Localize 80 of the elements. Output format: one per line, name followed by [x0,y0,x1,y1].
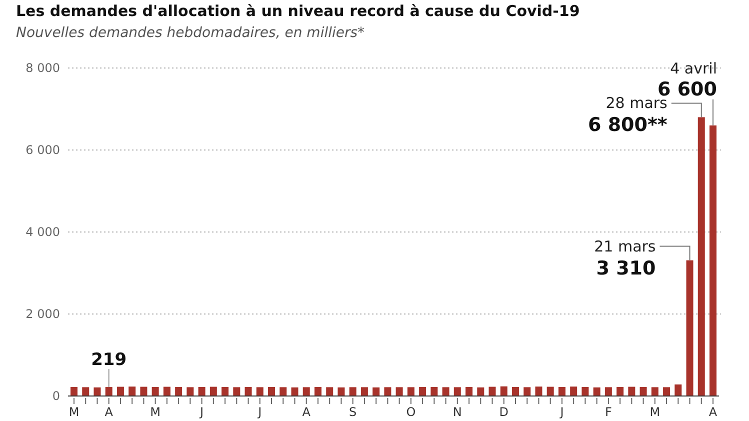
bar [175,386,182,396]
bar [686,260,694,396]
bar [582,386,589,396]
bar [640,386,647,396]
bar [116,386,124,396]
data-label: 21 mars 3 310 [594,237,656,280]
bar [302,387,310,396]
x-tick-label: M [650,405,660,419]
x-tick-label: N [452,405,462,419]
bar [698,117,705,396]
bar [604,387,612,396]
bar [477,387,484,396]
bar [82,387,90,396]
bar [407,387,414,396]
bar [314,386,322,396]
x-tick-label: J [257,405,262,419]
bar [152,386,159,396]
bar [535,386,542,396]
bar [500,386,508,396]
bar [233,387,240,396]
bar [210,386,217,396]
bar [268,386,276,396]
bar [186,387,194,396]
bar [349,387,356,396]
bar [442,387,450,396]
data-label: 219 [91,350,127,370]
bar [558,386,566,396]
x-tick-label: A [708,405,718,419]
x-tick-label: M [68,405,80,419]
y-tick-label: 6 000 [26,143,60,158]
bar [326,387,334,396]
bar [454,387,461,396]
bar [430,386,438,396]
y-tick-label: 4 000 [26,225,60,240]
x-tick-label: J [199,405,204,419]
y-tick-label: 8 000 [26,61,60,76]
bar [70,386,78,396]
bar [256,387,264,396]
bar [280,387,287,396]
bar [524,387,531,396]
bar [570,386,578,396]
chart-subtitle: Nouvelles demandes hebdomadaires, en milliers* [16,25,365,41]
y-tick-label: 0 [52,389,60,404]
bar [198,386,206,396]
chart-title: Les demandes d'allocation à un niveau record à cause du Covid-19 [16,2,580,20]
data-label: 4 avril 6 600 [658,59,717,100]
bar [419,386,426,396]
bar [244,386,252,396]
x-tick-label: J [559,405,564,419]
bar [593,387,600,396]
x-tick-label: D [499,405,508,419]
bar [663,387,670,396]
bar [384,387,392,396]
bar [338,387,345,396]
bar [94,387,101,396]
bar [674,384,682,396]
x-tick-label: S [349,405,357,419]
bar [291,387,298,396]
bar [616,386,624,396]
bar [222,386,229,396]
bar [628,386,636,396]
bar [488,386,496,396]
x-tick-label: A [302,405,312,419]
bar [710,125,716,396]
x-tick-label: M [150,405,161,419]
bar [163,386,170,396]
bar [105,387,112,396]
bar [128,386,136,396]
x-tick-label: A [104,405,114,419]
bar [651,387,658,396]
bar [360,387,368,396]
x-tick-label: F [604,405,612,419]
bar [512,386,519,396]
bar [140,386,148,396]
bar [546,386,554,396]
bar [372,387,380,396]
bar [396,387,403,396]
x-tick-label: O [406,405,416,419]
y-tick-label: 2 000 [26,307,60,322]
bar [466,386,473,396]
